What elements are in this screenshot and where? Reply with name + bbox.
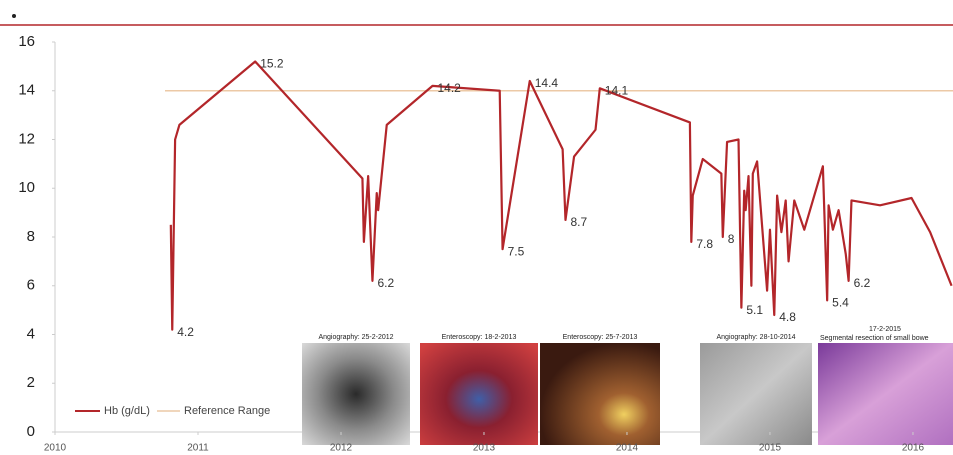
x-tick-label: 2012 (330, 443, 353, 454)
x-tick-label: 2010 (44, 443, 67, 454)
data-line (171, 62, 952, 330)
y-tick-label: 2 (27, 374, 35, 391)
page: Angiography: 25-2-2012 Enteroscopy: 18-2… (0, 0, 953, 455)
x-tick-label: 2013 (473, 443, 496, 454)
photo (700, 343, 812, 445)
data-label: 14.4 (535, 76, 559, 90)
x-tick-label: 2014 (616, 443, 639, 454)
data-label: 7.5 (508, 244, 525, 258)
legend-label: Hb (g/dL) (104, 405, 150, 417)
y-tick-label: 10 (18, 179, 35, 196)
y-tick-label: 14 (18, 82, 35, 99)
plot-area (165, 62, 953, 330)
y-tick-label: 0 (27, 423, 35, 440)
data-label: 14.2 (438, 81, 462, 95)
data-label: 8.7 (570, 215, 587, 229)
marker-dot (12, 14, 16, 18)
photo (420, 343, 538, 445)
data-label: 14.1 (605, 83, 629, 97)
photos: Angiography: 25-2-2012 Enteroscopy: 18-2… (302, 326, 953, 445)
data-label: 7.8 (696, 237, 713, 251)
photo-caption: 17-2-2015 (869, 326, 901, 333)
chart: Angiography: 25-2-2012 Enteroscopy: 18-2… (0, 0, 953, 455)
data-label: 4.8 (779, 310, 796, 324)
photo-caption: Segmental resection of small bowe (820, 335, 929, 342)
y-tick-label: 8 (27, 228, 35, 245)
data-label: 6.2 (377, 276, 394, 290)
y-tick-label: 4 (27, 325, 35, 342)
photo (818, 343, 953, 445)
data-label: 5.1 (746, 303, 763, 317)
y-tick-label: 12 (18, 130, 35, 147)
data-label: 15.2 (260, 57, 284, 71)
photo (302, 343, 410, 445)
x-tick-label: 2015 (759, 443, 782, 454)
legend-label: Reference Range (184, 405, 270, 417)
x-tick-label: 2016 (902, 443, 925, 454)
data-label: 5.4 (832, 296, 849, 310)
photo (540, 343, 660, 445)
photo-caption: Enteroscopy: 18-2-2013 (442, 334, 517, 341)
data-label: 8 (728, 232, 735, 246)
photo-caption: Enteroscopy: 25-7-2013 (563, 334, 638, 341)
x-tick-label: 2011 (187, 443, 209, 454)
y-tick-label: 6 (27, 277, 35, 294)
y-tick-label: 16 (18, 33, 35, 50)
photo-caption: Angiography: 28-10-2014 (716, 334, 795, 341)
legend: Hb (g/dL) Reference Range (75, 405, 270, 417)
data-label: 6.2 (854, 276, 871, 290)
photo-caption: Angiography: 25-2-2012 (318, 334, 393, 341)
data-label: 4.2 (177, 325, 194, 339)
